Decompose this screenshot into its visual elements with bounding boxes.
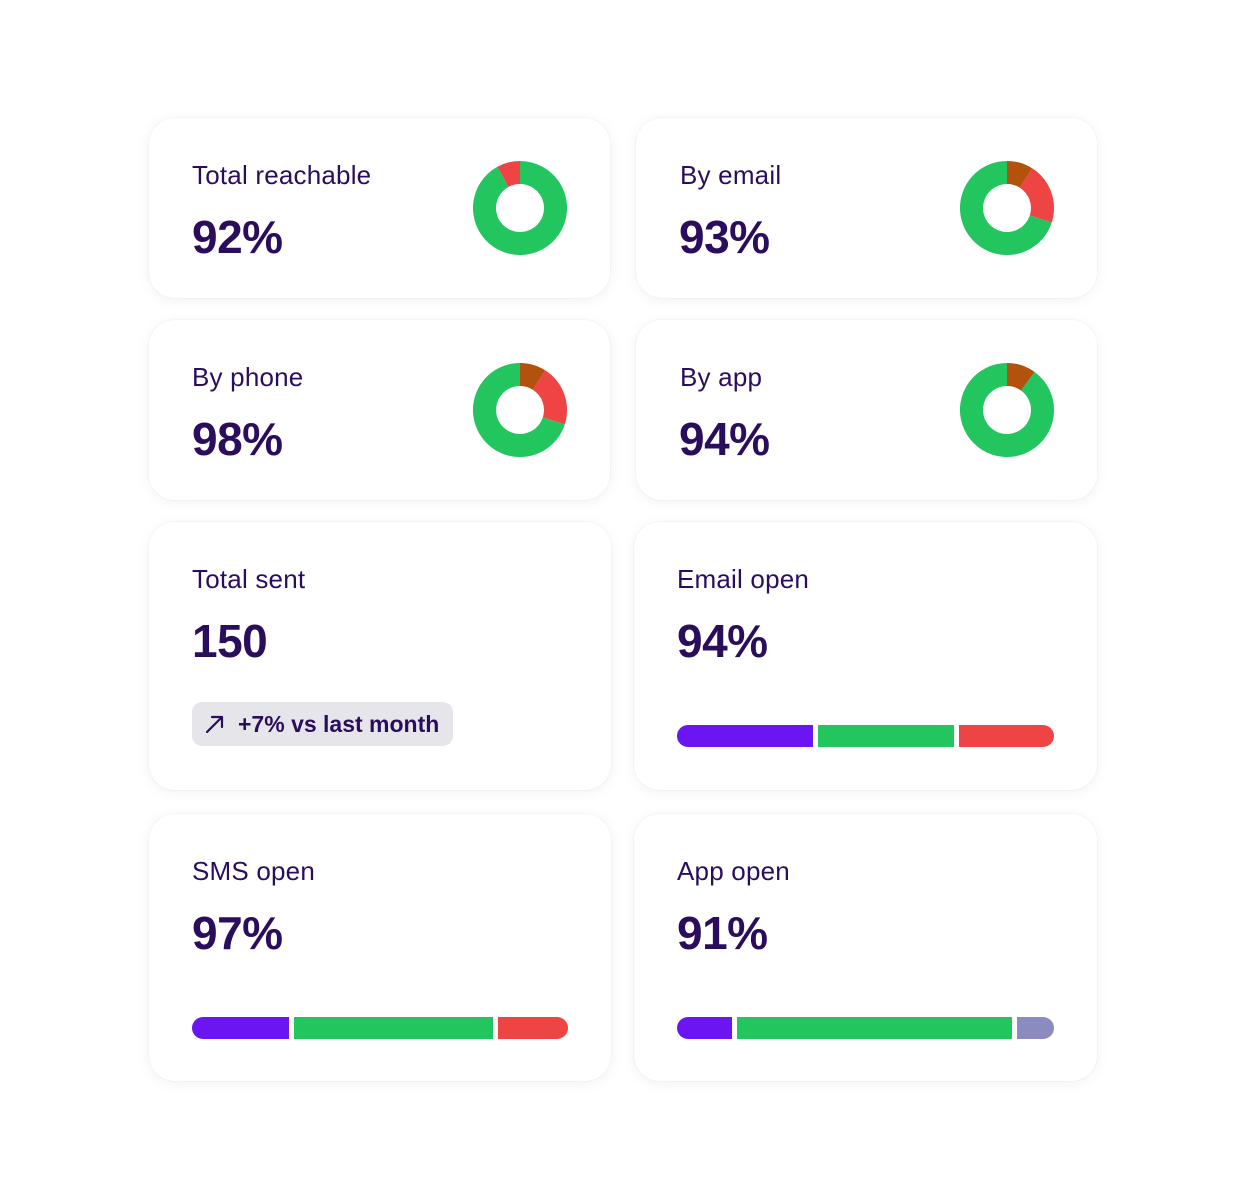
bar-segment-red xyxy=(958,725,1055,747)
card-value: 150 xyxy=(192,615,268,667)
donut-segment-green xyxy=(472,160,568,256)
card-by-phone: By phone 98% xyxy=(149,320,610,500)
donut-chart xyxy=(472,160,568,256)
card-value: 94% xyxy=(677,615,768,667)
stacked-bar xyxy=(677,725,1055,747)
card-label: By email xyxy=(680,160,782,190)
donut-chart xyxy=(472,362,568,458)
card-label: SMS open xyxy=(192,856,316,886)
card-label: By phone xyxy=(192,362,304,392)
card-value: 91% xyxy=(677,907,768,959)
bar-segment-red xyxy=(498,1017,568,1039)
donut-segment-brown xyxy=(1007,160,1033,188)
card-by-email: By email 93% xyxy=(636,118,1097,298)
bar-segment-green xyxy=(817,725,954,747)
stacked-bar xyxy=(677,1017,1054,1039)
card-label: Total reachable xyxy=(192,160,372,190)
donut-segment-brown xyxy=(520,362,546,390)
card-label: App open xyxy=(677,856,790,886)
bar-segment-purple xyxy=(677,1017,733,1039)
bar-segment-purple xyxy=(677,725,813,747)
card-by-app: By app 94% xyxy=(636,320,1097,500)
bar-segment-green xyxy=(737,1017,1013,1039)
card-label: Email open xyxy=(677,564,810,594)
card-label: Total sent xyxy=(192,564,306,594)
donut-segment-red xyxy=(532,370,568,425)
stacked-bar xyxy=(192,1017,568,1039)
card-label: By app xyxy=(680,362,763,392)
donut-segment-brown xyxy=(1007,362,1035,391)
donut-chart xyxy=(959,160,1055,256)
donut-segment-red xyxy=(497,160,520,187)
donut-segment-green xyxy=(472,362,565,458)
card-sms-open: SMS open 97% xyxy=(149,814,611,1081)
card-value: 92% xyxy=(192,211,283,263)
card-email-open: Email open 94% xyxy=(634,522,1097,790)
card-total-sent: Total sent 150 +7% vs last month xyxy=(149,522,611,790)
bar-segment-purple xyxy=(192,1017,289,1039)
donut-segment-green xyxy=(959,362,1055,458)
card-value: 97% xyxy=(192,907,283,959)
card-value: 94% xyxy=(679,413,770,465)
trend-badge: +7% vs last month xyxy=(192,702,454,746)
card-total-reachable: Total reachable 92% xyxy=(149,118,610,298)
donut-segment-red xyxy=(1019,168,1055,223)
donut-chart xyxy=(959,362,1055,458)
card-app-open: App open 91% xyxy=(634,814,1097,1081)
trend-up-arrow-icon xyxy=(205,715,224,734)
bar-segment-lavender xyxy=(1017,1017,1054,1039)
bar-segment-green xyxy=(293,1017,494,1039)
donut-segment-green xyxy=(959,160,1052,256)
card-value: 93% xyxy=(679,211,770,263)
card-value: 98% xyxy=(192,413,283,465)
trend-badge-text: +7% vs last month xyxy=(238,710,440,737)
